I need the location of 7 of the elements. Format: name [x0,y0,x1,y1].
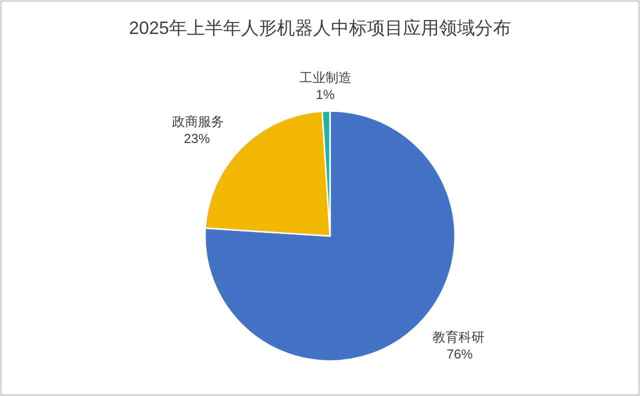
data-label: 76% [446,346,474,362]
slice-label: 教育科研 [432,329,485,344]
data-label: 23% [184,130,210,146]
data-label: 1% [316,87,336,102]
slice-label: 政商服务 [172,114,224,129]
chart-title: 2025年上半年人形机器人中标项目应用领域分布 [128,18,512,38]
slice-label: 工业制造 [299,70,352,86]
